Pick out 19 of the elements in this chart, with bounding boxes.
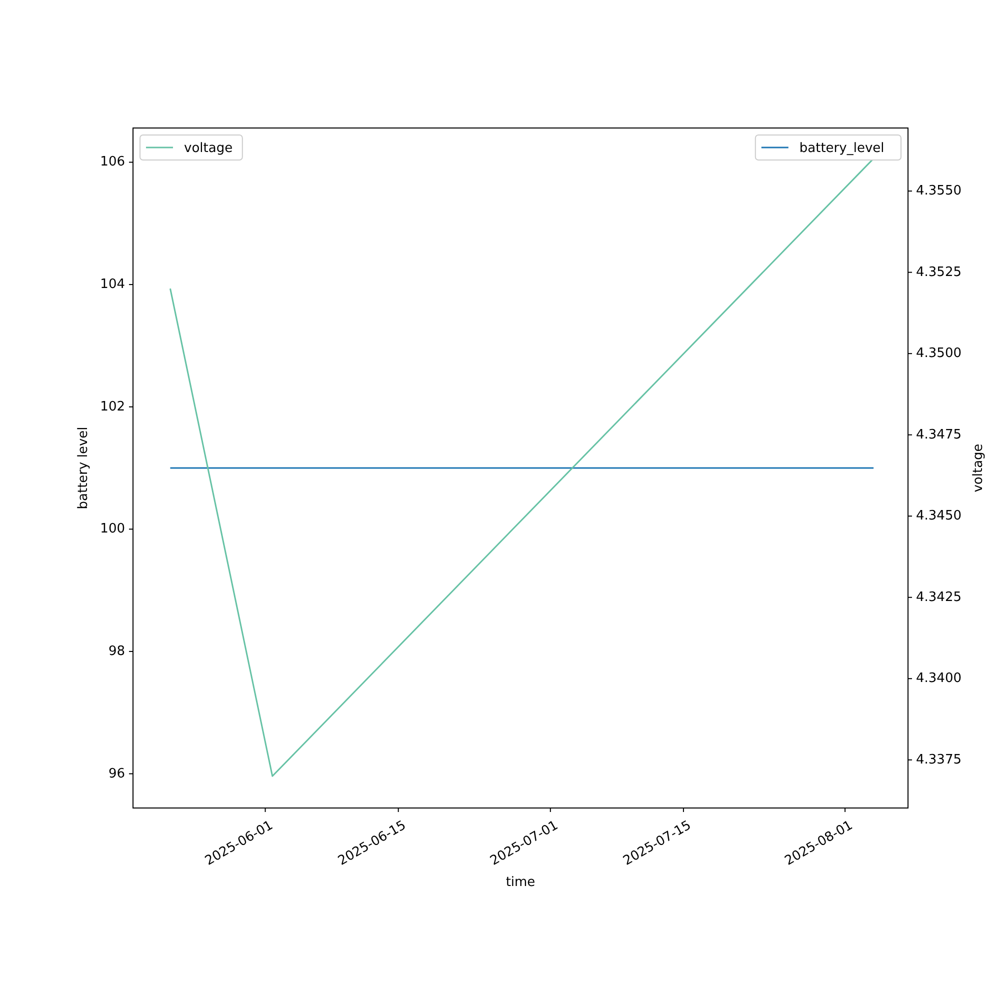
x-axis-title: time	[506, 875, 536, 890]
y-tick-label: 104	[100, 277, 125, 292]
y-axis-title: battery level	[76, 426, 91, 510]
y-tick-label: 102	[100, 399, 125, 414]
y2-tick-label: 4.3475	[916, 427, 962, 442]
y2-tick-label: 4.3450	[916, 508, 962, 524]
y2-tick-label: 4.3425	[916, 590, 962, 605]
y-tick-label: 106	[100, 154, 125, 170]
legend-label: voltage	[184, 141, 233, 156]
y2-axis-title: voltage	[971, 444, 986, 492]
y2-tick-label: 4.3375	[916, 752, 962, 768]
y2-tick-label: 4.3500	[916, 346, 962, 362]
y-tick-label: 98	[108, 644, 125, 659]
legend-label: battery_level	[799, 141, 884, 156]
y-tick-label: 100	[100, 522, 125, 537]
y2-tick-label: 4.3550	[916, 184, 962, 199]
y2-tick-label: 4.3525	[916, 264, 962, 280]
y2-tick-label: 4.3400	[916, 671, 962, 686]
y-tick-label: 96	[108, 766, 125, 782]
